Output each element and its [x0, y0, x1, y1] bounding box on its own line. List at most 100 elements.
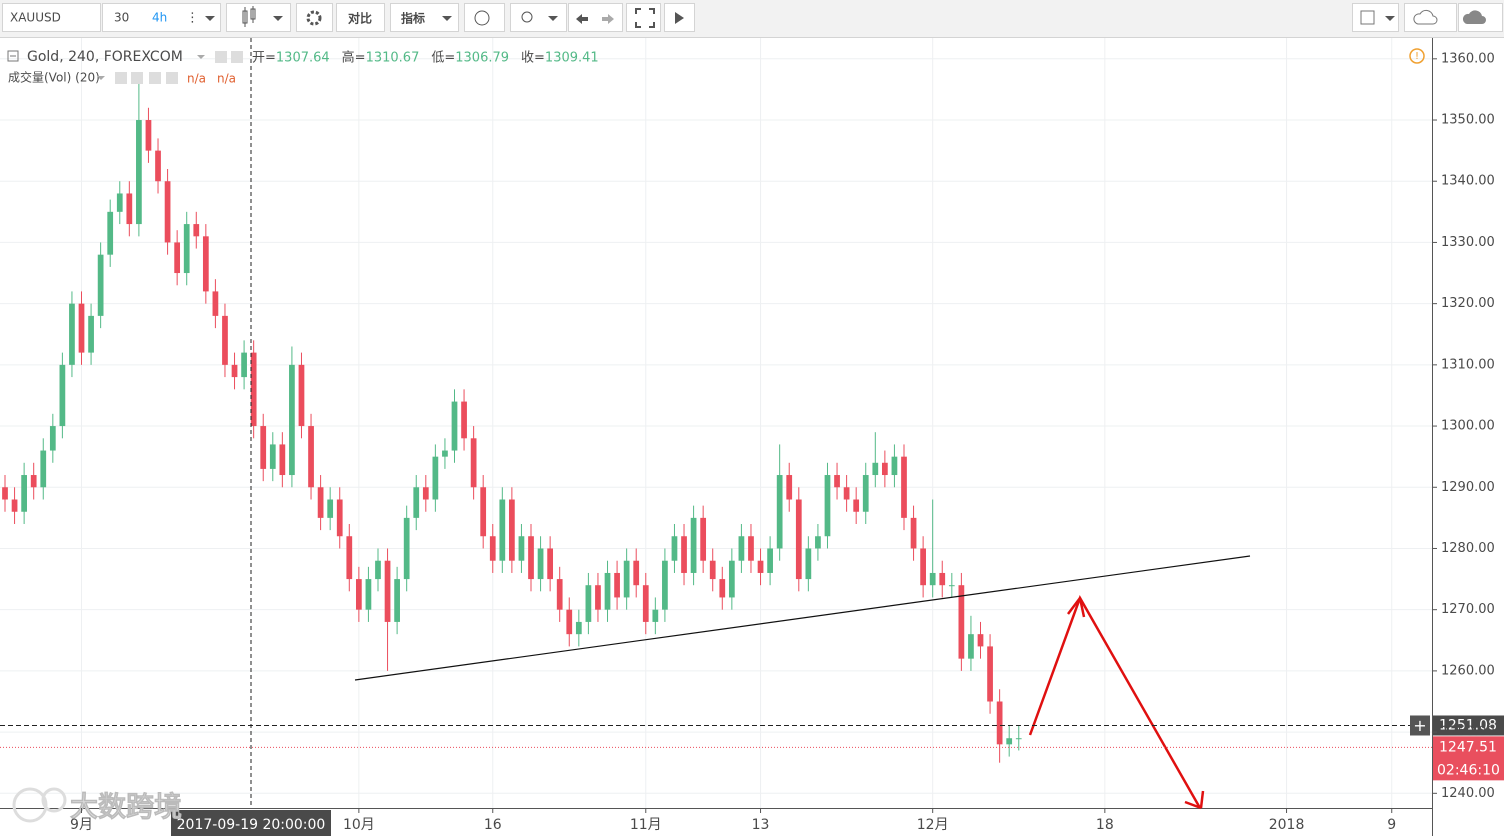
toolbar: [0, 0, 1504, 37]
legend-icon[interactable]: [166, 72, 178, 84]
load-button[interactable]: [1404, 3, 1457, 32]
legend-icon[interactable]: [149, 72, 161, 84]
candle-body: [69, 303, 75, 365]
interval[interactable]: 4h: [152, 11, 167, 25]
overlay: +1251.08 1247.51 02:46:10 2017-09-19 20:00:…: [0, 715, 1504, 836]
y-tick-label: 1310.00: [1441, 357, 1495, 372]
series-title: Gold, 240, FOREXCOM: [27, 49, 183, 65]
x-tick-label: 9: [1387, 817, 1396, 833]
trend-line: [354, 555, 1251, 681]
candle-body: [566, 609, 573, 635]
legend-icon[interactable]: [115, 72, 127, 84]
candle-body: [241, 352, 247, 378]
legend-label: 收=: [521, 51, 545, 66]
candle-body: [78, 303, 85, 353]
undo-icon[interactable]: [576, 14, 588, 24]
more-icon[interactable]: ⋮: [186, 11, 199, 26]
play-icon: [675, 12, 684, 24]
y-tick-label: 1270.00: [1441, 602, 1495, 617]
interval[interactable]: 30: [114, 11, 129, 25]
indicator-name: 成交量(Vol) (20): [8, 70, 100, 85]
candle-body: [260, 426, 267, 469]
candle-body: [939, 572, 946, 586]
arrow-head: [1184, 790, 1205, 810]
interval-box[interactable]: [102, 3, 221, 32]
y-tick-label: 1250.00: [1441, 725, 1495, 740]
cloud-icon: [1413, 9, 1438, 25]
candle-body: [480, 487, 487, 537]
x-tick-label: 2018: [1269, 817, 1305, 833]
legend-icon[interactable]: [131, 72, 143, 84]
last-price-box: [1433, 736, 1504, 781]
fullscreen-button[interactable]: [626, 3, 661, 32]
x-tick-label: 11月: [630, 817, 662, 833]
candle-body: [298, 364, 305, 427]
candle-body: [49, 426, 56, 451]
undo-redo[interactable]: [568, 3, 623, 32]
candle-body: [509, 499, 515, 561]
candle-body: [757, 560, 764, 573]
candle-body: [365, 579, 372, 610]
candle-body: [97, 254, 104, 316]
legend-icon[interactable]: [215, 51, 227, 63]
candle-body: [88, 315, 94, 353]
compare-button[interactable]: [336, 3, 385, 32]
ideas-button[interactable]: [510, 3, 567, 32]
warning-mark: !: [1415, 51, 1419, 62]
dropdown-icon[interactable]: [442, 16, 452, 21]
candle-body: [489, 536, 496, 561]
candle-body: [317, 487, 324, 518]
x-tick-label: 13: [752, 817, 770, 833]
candle-body: [910, 517, 917, 549]
alert-button[interactable]: [464, 3, 505, 32]
candle-body: [843, 487, 850, 500]
dropdown-icon[interactable]: [273, 16, 283, 21]
candle-body: [183, 224, 190, 274]
dropdown-icon[interactable]: [548, 16, 558, 21]
candle-body: [174, 242, 181, 274]
candle-body: [681, 536, 687, 573]
candle-body: [815, 536, 821, 549]
candle-body: [116, 193, 123, 212]
redo-icon[interactable]: [602, 14, 614, 24]
candle-body: [614, 572, 620, 598]
x-tick-label: 10月: [343, 817, 375, 833]
candle-body: [499, 499, 506, 561]
candle-body: [461, 401, 467, 439]
dropdown-icon[interactable]: [97, 76, 105, 80]
y-tick-label: 1350.00: [1441, 113, 1495, 128]
settings-button[interactable]: [296, 3, 333, 32]
grid: [0, 38, 1432, 808]
candle-body: [671, 536, 678, 561]
candle-body: [413, 487, 420, 518]
x-tick-label: 16: [484, 817, 502, 833]
candle-body: [633, 560, 640, 586]
candle-body: [585, 585, 592, 622]
symbol-box[interactable]: [2, 3, 101, 32]
candle-body: [145, 120, 152, 151]
legend-icon[interactable]: [231, 51, 243, 63]
dropdown-icon[interactable]: [1385, 16, 1395, 21]
candle-body: [155, 150, 161, 182]
candle-body: [901, 456, 907, 518]
forecast-arrow: [1028, 595, 1202, 809]
alert-icon: [474, 10, 490, 26]
candle-body: [279, 444, 286, 476]
candle-body: [375, 560, 381, 580]
watermark: 大数跨境: [70, 790, 182, 823]
dropdown-icon[interactable]: [205, 16, 215, 21]
candle-body: [968, 634, 974, 659]
candle-body: [575, 621, 582, 635]
candle-body: [652, 609, 659, 622]
candle-body: [40, 450, 47, 488]
warning-icon[interactable]: [1409, 48, 1425, 64]
candle-body: [604, 572, 611, 610]
collapse-icon[interactable]: [7, 50, 19, 62]
dropdown-icon[interactable]: [197, 55, 205, 59]
legend-label: 高=: [342, 50, 366, 66]
candle-body: [595, 585, 601, 610]
candle-icon: [242, 6, 256, 27]
candle-body: [700, 517, 707, 561]
candle-body: [776, 475, 783, 549]
